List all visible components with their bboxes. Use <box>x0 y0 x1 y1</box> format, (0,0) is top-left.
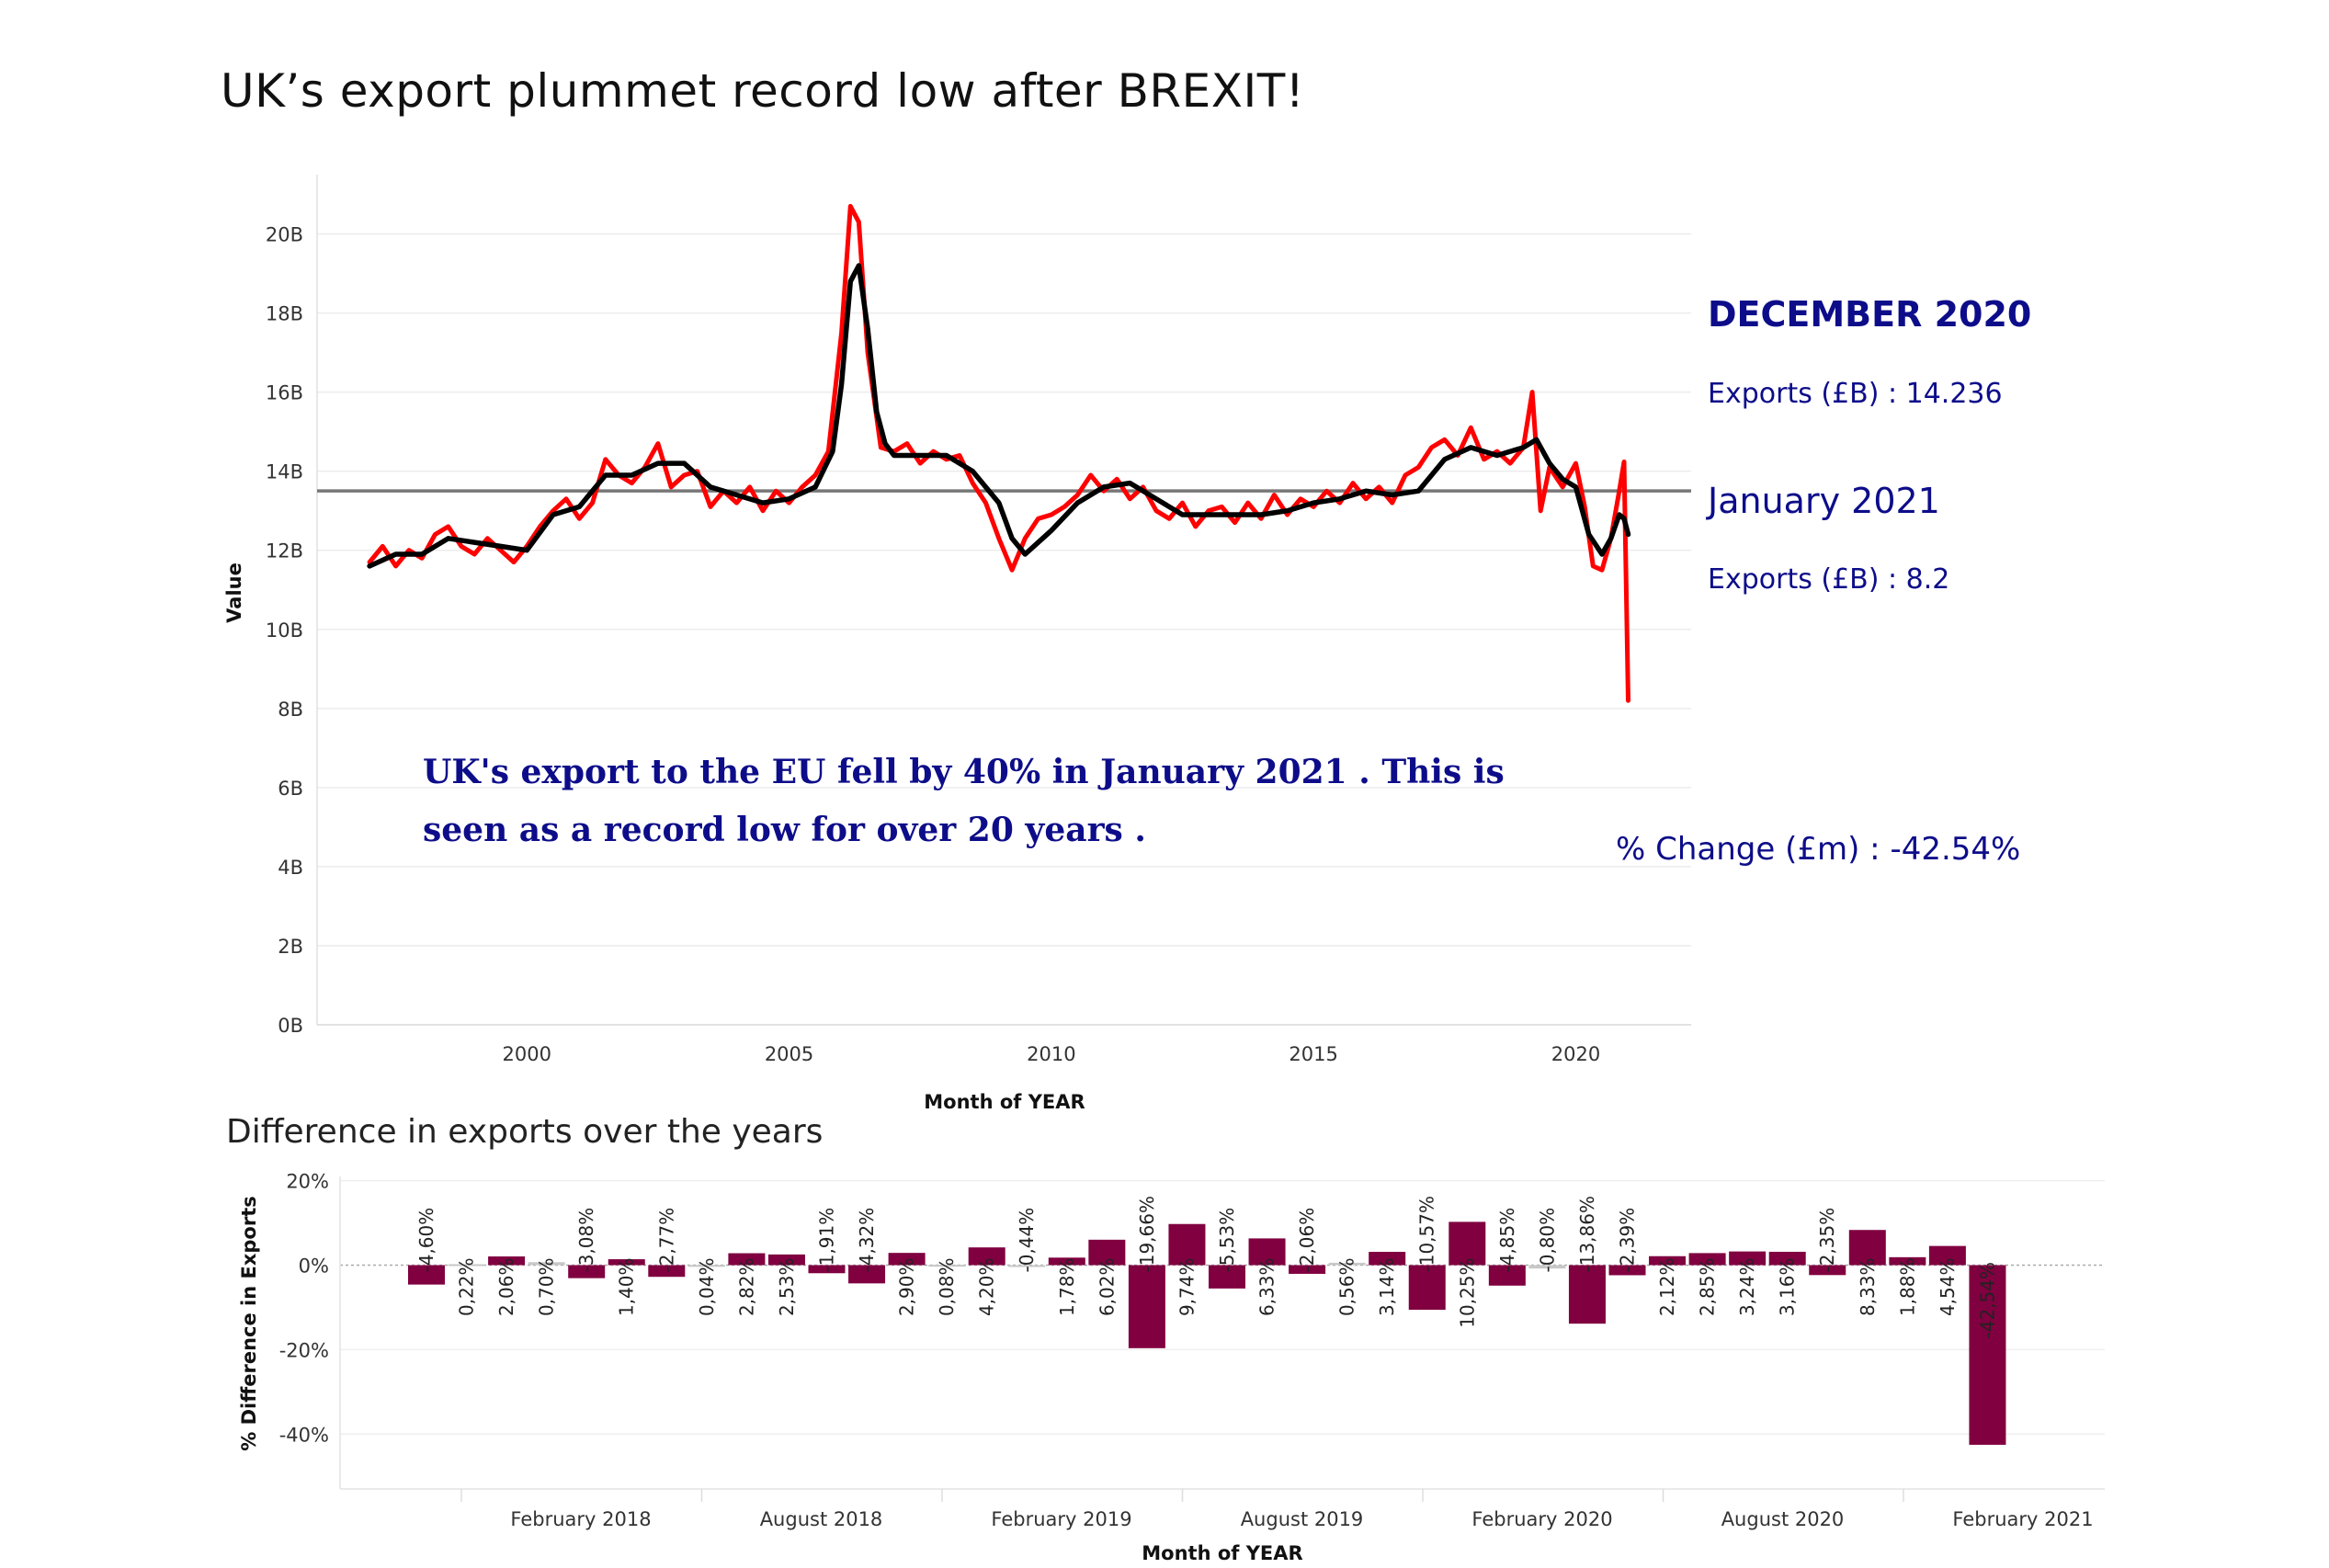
y-tick-label: 8B <box>278 699 303 721</box>
x-axis-title: Month of YEAR <box>924 1091 1085 1113</box>
y-tick-label: 16B <box>266 382 303 404</box>
y-tick-label: 20B <box>266 224 303 246</box>
line-chart-series <box>317 203 1691 703</box>
bar-chart-title: Difference in exports over the years <box>226 1113 823 1151</box>
x-tick-label: 2005 <box>765 1043 813 1065</box>
y-tick-label: 14B <box>266 461 303 483</box>
december-exports-value: Exports (£B) : 14.236 <box>1708 378 2003 410</box>
x-tick-label: 2000 <box>503 1043 551 1065</box>
january-heading: January 2021 <box>1706 481 1940 521</box>
exports-smoothed-line <box>367 263 1631 569</box>
y-tick-label: 0B <box>278 1015 303 1037</box>
line-chart-axes: 0B 2B 4B 6B 8B 10B 12B 14B 16B 18B 20B 2000 2005 2010… <box>266 175 1691 1065</box>
percent-change-value: % Change (£m) : -42.54% <box>1616 831 2020 868</box>
annotation-line-1: UK's export to the EU fell by 40% in Jan… <box>423 753 1505 791</box>
exports-raw-line <box>367 203 1630 703</box>
page-title: UK’s export plummet record low after BRE… <box>221 64 1305 118</box>
y-axis-title: Value <box>223 562 245 623</box>
x-tick-label: 2015 <box>1289 1043 1337 1065</box>
y-tick-label: 2B <box>278 936 303 958</box>
x-tick-label: 2010 <box>1027 1043 1075 1065</box>
annotation-line-2: seen as a record low for over 20 years . <box>423 811 1146 849</box>
y-tick-label: 12B <box>266 540 303 562</box>
december-heading: DECEMBER 2020 <box>1708 294 2031 335</box>
y-tick-label: 4B <box>278 857 303 879</box>
january-exports-value: Exports (£B) : 8.2 <box>1708 563 1949 596</box>
y-tick-label: 6B <box>278 778 303 800</box>
y-tick-label: 10B <box>266 619 303 642</box>
x-tick-label: 2020 <box>1551 1043 1600 1065</box>
y-tick-label: 18B <box>266 303 303 325</box>
